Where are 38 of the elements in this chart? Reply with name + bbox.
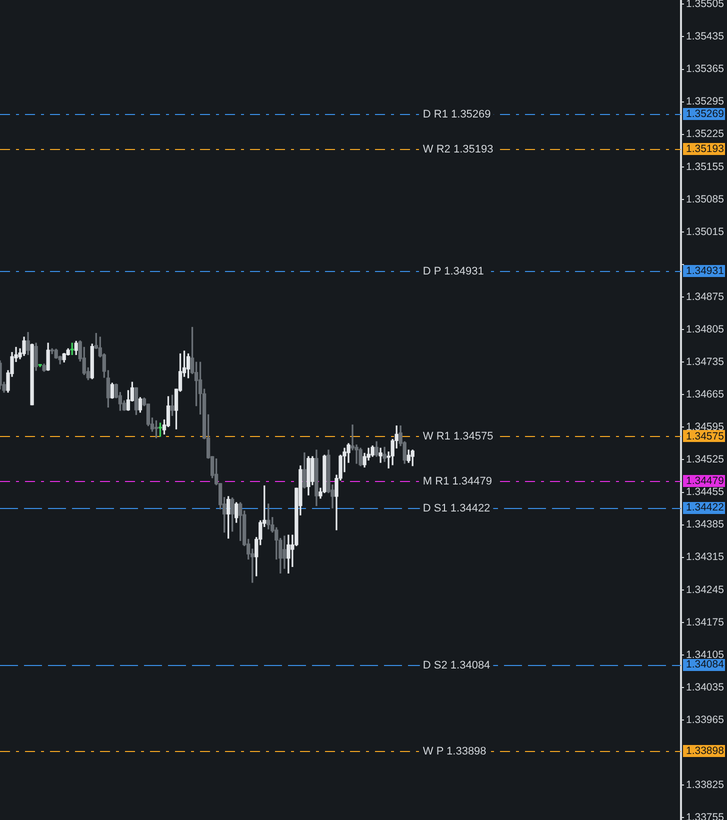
y-tick-label: 1.35085 [686,193,724,206]
y-tick-label: 1.34084 [686,658,724,671]
y-tick-label: 1.35193 [686,143,724,156]
y-tick-label: 1.35435 [686,30,724,43]
y-tick-label: 1.35269 [686,108,724,120]
y-tick-label: 1.34245 [686,584,724,596]
y-tick-label: 1.35505 [686,0,724,10]
ref-line-label: D S1 1.34422 [422,502,490,515]
y-tick-label: 1.34035 [686,681,724,694]
ref-line-label: D P 1.34931 [422,266,484,278]
ref-line-label: D R1 1.35269 [422,108,491,121]
y-tick-label: 1.33965 [686,714,724,726]
ref-line-label: W R2 1.35193 [422,144,494,156]
y-tick-label: 1.35225 [686,128,724,140]
y-tick-label: 1.34875 [686,290,724,303]
y-tick-label: 1.34575 [686,430,724,442]
y-tick-label: 1.34479 [686,475,724,488]
y-tick-label: 1.34315 [686,551,724,564]
y-tick-label: 1.34175 [686,616,724,628]
ref-line-label: W P 1.33898 [422,746,486,758]
y-tick-label: 1.34805 [686,323,724,336]
y-tick-label: 1.34735 [686,356,724,368]
y-tick-label: 1.34385 [686,518,724,531]
y-tick-label: 1.34525 [686,454,724,466]
y-tick-label: 1.35015 [686,226,724,238]
y-tick-label: 1.34665 [686,388,724,401]
y-tick-label: 1.35295 [686,96,724,108]
y-tick-label: 1.35155 [686,160,724,173]
y-tick-label: 1.34105 [686,648,724,661]
y-tick-label: 1.35365 [686,63,724,76]
ref-line-label: M R1 1.34479 [422,476,492,488]
y-tick-label: 1.33825 [686,779,724,792]
y-tick-label: 1.34422 [686,502,724,514]
ref-line-label: W R1 1.34575 [422,430,494,443]
y-tick-label: 1.33898 [686,745,724,758]
y-tick-label: 1.34455 [686,486,724,498]
ref-line-label: D S2 1.34084 [422,660,490,672]
y-tick-label: 1.34931 [686,264,724,277]
